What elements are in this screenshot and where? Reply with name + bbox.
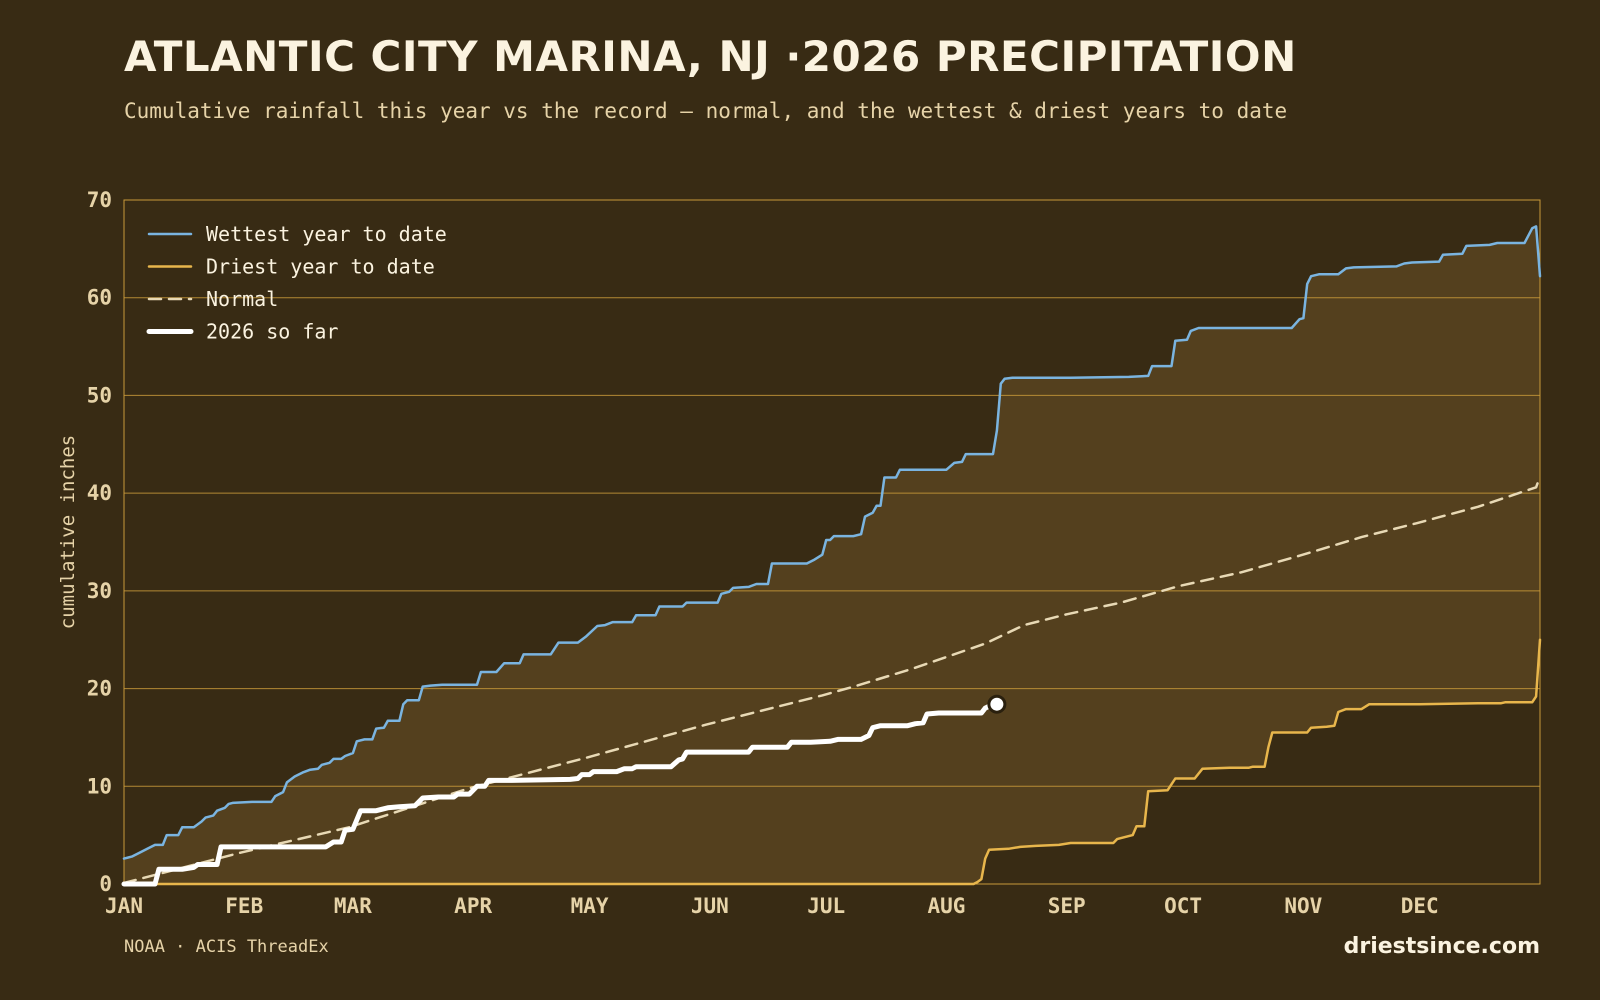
x-tick-label: APR bbox=[454, 894, 492, 918]
legend-label: 2026 so far bbox=[206, 320, 338, 344]
x-tick-label: NOV bbox=[1284, 894, 1322, 918]
legend-label: Wettest year to date bbox=[206, 222, 447, 246]
x-tick-label: MAY bbox=[571, 894, 609, 918]
y-tick-label: 70 bbox=[87, 188, 112, 212]
current-year-endpoint-marker bbox=[987, 694, 1007, 714]
x-tick-label: OCT bbox=[1164, 894, 1202, 918]
x-tick-label: AUG bbox=[927, 894, 965, 918]
legend: Wettest year to date Driest year to date N… bbox=[146, 222, 447, 344]
y-tick-label: 20 bbox=[87, 677, 112, 701]
brand-link[interactable]: driestsince.com bbox=[1343, 934, 1540, 959]
wet-dry-spread-band bbox=[124, 226, 1540, 884]
x-tick-label: JAN bbox=[105, 894, 143, 918]
chart-subtitle: Cumulative rainfall this year vs the rec… bbox=[124, 99, 1288, 123]
chart-title: ATLANTIC CITY MARINA, NJ ·2026 PRECIPITA… bbox=[124, 32, 1297, 81]
series-layer bbox=[121, 225, 1542, 887]
y-tick-label: 40 bbox=[87, 481, 112, 505]
series-wettest-line bbox=[122, 225, 1542, 860]
y-axis: 0 10 20 30 40 50 60 70 bbox=[87, 188, 112, 896]
x-tick-label: MAR bbox=[334, 894, 372, 918]
x-axis: JAN FEB MAR APR MAY JUN JUL AUG SEP OCT NOV DEC bbox=[105, 894, 1439, 918]
x-tick-label: SEP bbox=[1048, 894, 1086, 918]
y-tick-label: 50 bbox=[87, 383, 112, 407]
legend-label: Driest year to date bbox=[206, 255, 435, 279]
y-tick-label: 60 bbox=[87, 286, 112, 310]
source-credit: NOAA · ACIS ThreadEx bbox=[124, 937, 329, 957]
y-tick-label: 10 bbox=[87, 774, 112, 798]
y-tick-label: 30 bbox=[87, 579, 112, 603]
y-axis-label: cumulative inches bbox=[57, 435, 79, 629]
y-tick-label: 0 bbox=[99, 872, 112, 896]
x-tick-label: JUL bbox=[807, 894, 845, 918]
legend-label: Normal bbox=[206, 287, 278, 311]
series-driest-line bbox=[122, 638, 1542, 886]
x-tick-label: JUN bbox=[691, 894, 729, 918]
x-tick-label: DEC bbox=[1401, 894, 1439, 918]
x-tick-label: FEB bbox=[225, 894, 263, 918]
series-current-year-line bbox=[121, 701, 1000, 887]
spread-band-layer bbox=[124, 226, 1540, 884]
